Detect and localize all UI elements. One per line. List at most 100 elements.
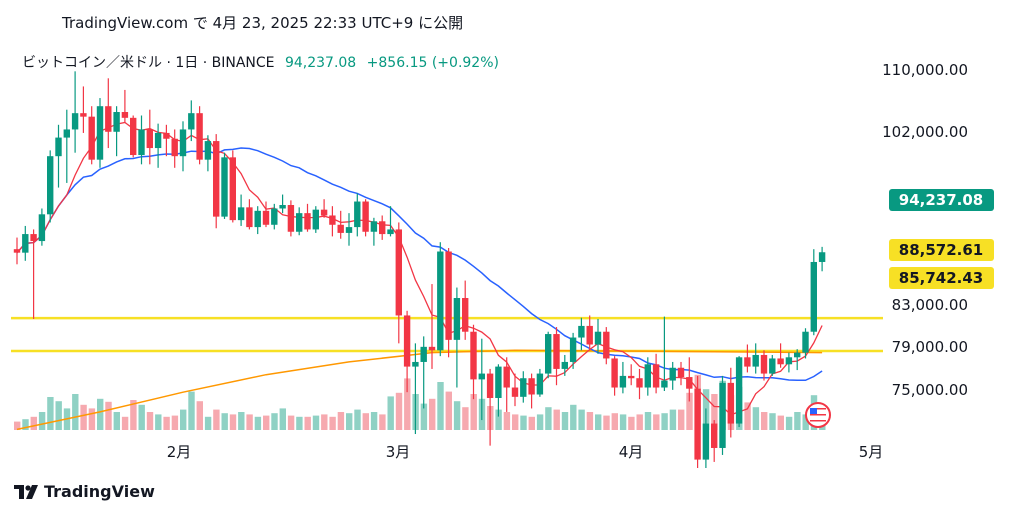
candle-body[interactable] xyxy=(545,334,552,374)
candle-body[interactable] xyxy=(520,378,527,397)
candle-body[interactable] xyxy=(271,208,278,225)
candle-body[interactable] xyxy=(88,116,95,160)
candle-body[interactable] xyxy=(362,201,369,232)
candle-body[interactable] xyxy=(30,234,37,242)
candle-body[interactable] xyxy=(652,364,660,388)
candle-body[interactable] xyxy=(462,298,469,332)
candle-body[interactable] xyxy=(785,357,793,365)
candle-body[interactable] xyxy=(395,229,402,316)
candle-body[interactable] xyxy=(794,352,801,358)
candle-body[interactable] xyxy=(163,132,170,139)
candle-body[interactable] xyxy=(628,375,635,379)
candle-body[interactable] xyxy=(802,331,809,353)
candle-body[interactable] xyxy=(619,375,627,388)
candle-body[interactable] xyxy=(229,157,236,221)
candle-body[interactable] xyxy=(188,113,195,130)
candle-body[interactable] xyxy=(130,117,137,156)
candle-body[interactable] xyxy=(744,357,751,367)
chart-frame[interactable]: 2月 3月 4月 5月 110,000.00 102,000.00 83,000.00 79,… xyxy=(11,38,1012,468)
symbol-name[interactable]: ビットコイン／米ドル · 1日 · BINANCE xyxy=(22,55,275,71)
candle-body[interactable] xyxy=(221,157,228,217)
candle-body[interactable] xyxy=(354,201,361,228)
candle-body[interactable] xyxy=(769,358,776,374)
candle-body[interactable] xyxy=(478,373,485,380)
candle-body[interactable] xyxy=(105,106,112,132)
candle-body[interactable] xyxy=(279,205,286,209)
candle-body[interactable] xyxy=(503,366,510,388)
candle-body[interactable] xyxy=(379,221,386,235)
candle-body[interactable] xyxy=(777,358,784,365)
candle-body[interactable] xyxy=(486,373,494,398)
candle-body[interactable] xyxy=(603,331,610,359)
candle-body[interactable] xyxy=(686,377,693,389)
candle-body[interactable] xyxy=(179,129,187,157)
candle-body[interactable] xyxy=(38,214,46,242)
candle-body[interactable] xyxy=(304,213,311,230)
price-chart[interactable]: 2月 3月 4月 5月 110,000.00 102,000.00 83,000.00 79,… xyxy=(11,38,1012,468)
candle-body[interactable] xyxy=(13,249,21,253)
candle-body[interactable] xyxy=(329,215,336,225)
candle-body[interactable] xyxy=(171,138,178,157)
candle-body[interactable] xyxy=(370,221,378,232)
candle-body[interactable] xyxy=(677,367,685,378)
candle-body[interactable] xyxy=(594,331,602,345)
candle-body[interactable] xyxy=(511,387,519,397)
candle-body[interactable] xyxy=(495,366,502,398)
candle-body[interactable] xyxy=(636,378,643,388)
candle-body[interactable] xyxy=(138,129,145,156)
candle-body[interactable] xyxy=(80,113,87,117)
candle-body[interactable] xyxy=(312,209,319,230)
candle-body[interactable] xyxy=(528,378,535,395)
candle-body[interactable] xyxy=(287,205,295,232)
candle-body[interactable] xyxy=(553,334,560,369)
candle-body[interactable] xyxy=(661,380,668,388)
candle-body[interactable] xyxy=(146,129,153,149)
candle-body[interactable] xyxy=(536,373,544,395)
candle-body[interactable] xyxy=(810,261,817,332)
candle-body[interactable] xyxy=(719,382,726,448)
candle-body[interactable] xyxy=(47,156,54,215)
candle-body[interactable] xyxy=(262,210,270,225)
candle-body[interactable] xyxy=(320,209,328,216)
candle-body[interactable] xyxy=(237,207,245,221)
candle-body[interactable] xyxy=(445,251,452,340)
candle-body[interactable] xyxy=(437,251,444,351)
candle-body[interactable] xyxy=(22,234,29,253)
candle-body[interactable] xyxy=(337,224,344,233)
candle-body[interactable] xyxy=(387,229,394,235)
candle-body[interactable] xyxy=(113,112,120,132)
candle-body[interactable] xyxy=(735,357,743,424)
candle-body[interactable] xyxy=(569,337,577,362)
candle-body[interactable] xyxy=(453,298,461,340)
candle-body[interactable] xyxy=(669,367,676,381)
candle-body[interactable] xyxy=(694,388,701,460)
candle-body[interactable] xyxy=(561,361,568,369)
candle-body[interactable] xyxy=(254,210,261,228)
candle-body[interactable] xyxy=(644,364,651,388)
candle-body[interactable] xyxy=(586,325,593,345)
candle-body[interactable] xyxy=(818,252,826,262)
candle-body[interactable] xyxy=(63,129,70,138)
candle-body[interactable] xyxy=(246,207,253,228)
candle-body[interactable] xyxy=(470,331,477,380)
candle-body[interactable] xyxy=(412,361,419,367)
candle-body[interactable] xyxy=(196,113,203,160)
candle-body[interactable] xyxy=(578,325,585,338)
tradingview-brand[interactable]: TradingView xyxy=(14,482,155,501)
candle-body[interactable] xyxy=(760,354,768,374)
candle-body[interactable] xyxy=(420,346,427,362)
candle-body[interactable] xyxy=(154,132,162,149)
candle-body[interactable] xyxy=(55,137,62,157)
candle-body[interactable] xyxy=(702,423,710,460)
candle-body[interactable] xyxy=(428,346,436,351)
candle-body[interactable] xyxy=(213,141,220,217)
candle-body[interactable] xyxy=(96,106,104,160)
candle-body[interactable] xyxy=(204,141,212,160)
candle-body[interactable] xyxy=(121,112,129,118)
candle-body[interactable] xyxy=(752,354,759,367)
candle-body[interactable] xyxy=(711,423,718,448)
candle-body[interactable] xyxy=(71,113,79,130)
candle-body[interactable] xyxy=(727,382,734,424)
candle-body[interactable] xyxy=(345,227,353,233)
candle-body[interactable] xyxy=(296,213,303,232)
